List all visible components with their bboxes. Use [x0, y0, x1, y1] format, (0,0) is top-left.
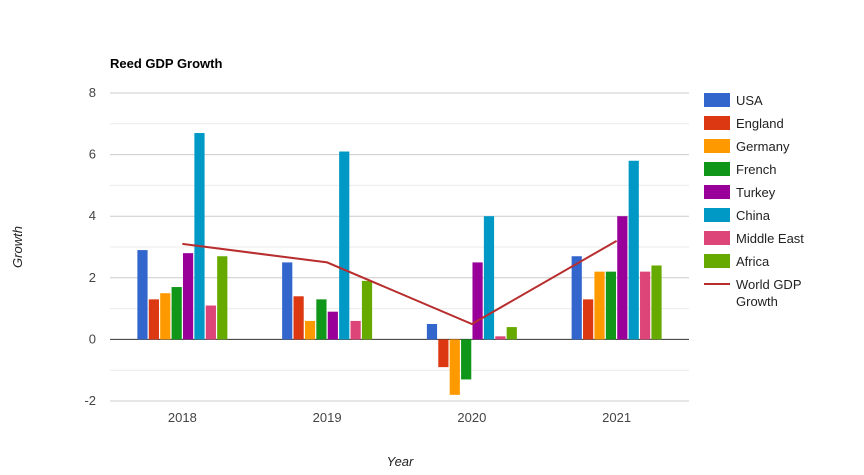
bar-england-2021: [583, 299, 594, 340]
bar-french-2018: [171, 287, 182, 340]
x-tick-label: 2020: [457, 410, 486, 425]
bar-turkey-2020: [472, 262, 483, 340]
bar-middle-east-2019: [350, 320, 361, 340]
legend-swatch: [704, 231, 730, 245]
legend-swatch: [704, 208, 730, 222]
legend-label: England: [736, 116, 784, 131]
chart-title: Reed GDP Growth: [110, 56, 223, 71]
legend-swatch: [704, 185, 730, 199]
legend-label: World GDP Growth: [736, 277, 802, 309]
bar-usa-2018: [137, 250, 148, 340]
bar-england-2019: [293, 296, 304, 340]
x-axis-title: Year: [387, 454, 414, 469]
legend-swatch: [704, 254, 730, 268]
x-tick-label: 2021: [602, 410, 631, 425]
legend-label: Africa: [736, 254, 770, 269]
y-tick-label: 6: [89, 147, 96, 162]
legend-swatch: [704, 93, 730, 107]
legend-swatch: [704, 116, 730, 130]
bar-usa-2019: [282, 262, 293, 340]
y-tick-label: 2: [89, 270, 96, 285]
bar-china-2018: [194, 133, 205, 340]
legend-label: Germany: [736, 139, 790, 154]
bar-africa-2021: [651, 265, 662, 340]
bar-england-2020: [438, 339, 449, 368]
world-gdp-line: [182, 239, 618, 326]
bar-germany-2021: [594, 271, 605, 340]
bar-turkey-2018: [182, 253, 194, 340]
bar-africa-2019: [361, 280, 373, 340]
bar-usa-2021: [571, 256, 582, 340]
bar-england-2018: [148, 299, 159, 340]
bar-africa-2020: [506, 327, 517, 340]
y-tick-label: 4: [89, 208, 96, 223]
bar-africa-2018: [217, 256, 228, 340]
axes: -2 0 2 4 6 8 2018 2019 2020 2021: [84, 85, 689, 425]
bar-germany-2018: [160, 293, 171, 340]
legend-label: USA: [736, 93, 763, 108]
bar-china-2019: [339, 151, 350, 340]
bar-usa-2020: [426, 324, 438, 340]
legend-swatch: [704, 139, 730, 153]
bar-turkey-2021: [617, 216, 628, 340]
legend-label: French: [736, 162, 776, 177]
bar-china-2020: [483, 216, 495, 340]
bar-turkey-2019: [327, 311, 338, 340]
bar-french-2019: [316, 299, 327, 340]
x-tick-label: 2018: [168, 410, 197, 425]
legend-label: Middle East: [736, 231, 804, 246]
y-axis-title: Growth: [10, 226, 25, 268]
bar-middle-east-2018: [205, 305, 216, 340]
bar-china-2021: [628, 160, 639, 340]
y-tick-label: -2: [84, 393, 96, 408]
bar-french-2020: [461, 339, 472, 380]
bar-french-2021: [605, 271, 617, 340]
line-world-gdp-growth: [182, 239, 618, 326]
x-tick-label: 2019: [313, 410, 342, 425]
bar-middle-east-2021: [640, 271, 651, 340]
bar-germany-2020: [449, 339, 460, 395]
legend-label: China: [736, 208, 771, 223]
bar-germany-2019: [304, 320, 316, 340]
y-tick-label: 8: [89, 85, 96, 100]
legend: USA England Germany French Turkey China Middle…: [704, 93, 804, 309]
legend-swatch: [704, 162, 730, 176]
bars: [137, 133, 662, 395]
bar-middle-east-2020: [495, 336, 506, 340]
legend-label: Turkey: [736, 185, 776, 200]
y-tick-label: 0: [89, 331, 96, 346]
